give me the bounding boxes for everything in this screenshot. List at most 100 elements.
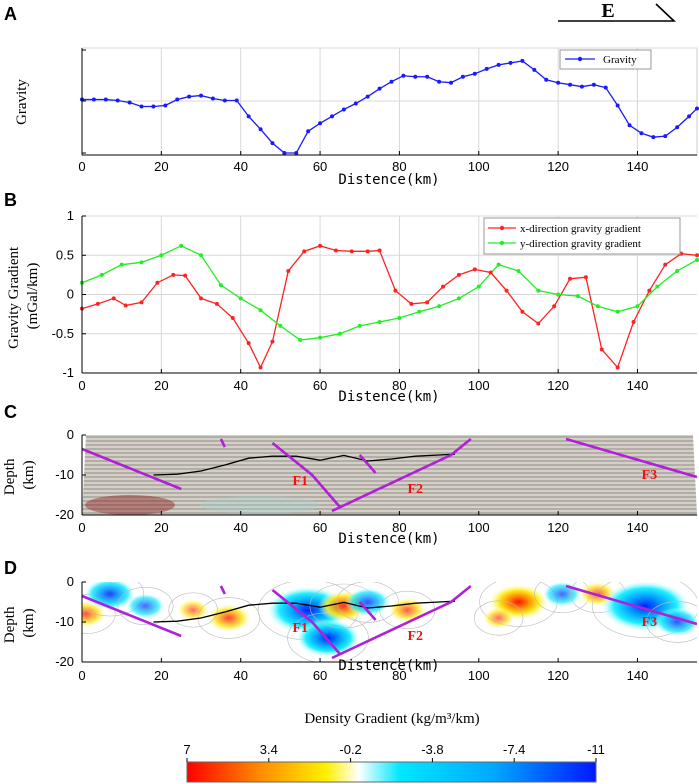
y-tick-label: 0 (67, 287, 74, 302)
fault-line (271, 441, 341, 508)
data-point (583, 275, 588, 280)
data-point (377, 86, 382, 91)
x-tick-label: 80 (392, 520, 406, 535)
data-point (306, 129, 311, 134)
data-point (353, 101, 358, 106)
direction-indicator: E (558, 0, 677, 22)
legend-a: Gravity (559, 49, 652, 70)
y-tick-label: 0.5 (56, 247, 74, 262)
fault-line (82, 447, 182, 491)
data-point (449, 80, 453, 85)
data-point (631, 319, 636, 324)
panel-label-c: C (4, 402, 17, 422)
x-tick-label: 60 (313, 159, 327, 174)
data-point (258, 127, 263, 132)
colorbar-tick-label: 3.4 (260, 742, 278, 757)
fault-line (331, 437, 472, 513)
fault-line (358, 454, 377, 474)
data-point (333, 248, 338, 253)
data-point (456, 296, 461, 301)
data-point (456, 272, 461, 277)
data-point (393, 288, 398, 293)
density-anomaly (482, 606, 516, 630)
colorbar-gradient (186, 761, 597, 783)
seismic-reflection-patch (85, 495, 175, 515)
y-axis-title-c-line2: (km) (21, 460, 37, 489)
data-point (675, 125, 680, 130)
colorbar-title: Density Gradient (kg/m³/km) (304, 711, 479, 727)
fault-line (219, 585, 227, 595)
legend-y-gradient-marker (499, 240, 505, 246)
fault-line (565, 437, 697, 479)
y-axis-title-c-line1: Depth (2, 458, 18, 495)
data-point (258, 365, 263, 370)
density-anomaly (295, 618, 361, 658)
fault-line (565, 584, 697, 626)
y-gradient-series-points (80, 243, 699, 343)
density-anomaly (542, 582, 582, 607)
data-point (218, 283, 223, 288)
y-axis-title-d-line2: (km) (21, 608, 37, 637)
fault-line (82, 594, 182, 638)
x-tick-label: 40 (233, 668, 247, 683)
fault-label: F3 (642, 615, 658, 630)
seismic-section-panel: F1 F2 F3 0 20 40 60 80 100 120 140 -20 -10 0 Depth (… (2, 427, 697, 547)
data-point (508, 60, 513, 65)
data-point (484, 66, 489, 71)
fault-label: F2 (408, 629, 424, 644)
data-point (544, 77, 549, 82)
data-point (417, 309, 422, 314)
x-tick-label: 0 (78, 520, 85, 535)
panel-label-b: B (4, 190, 17, 210)
data-point (155, 280, 160, 285)
data-point (214, 301, 219, 306)
data-point (151, 104, 156, 109)
data-point (91, 97, 96, 102)
data-point (115, 98, 120, 103)
y-axis-title-d: Depth (km) (2, 603, 37, 643)
data-point (615, 309, 620, 314)
x-tick-label: 20 (154, 378, 168, 393)
data-point (103, 97, 108, 102)
legend-x-gradient-label: x-direction gravity gradient (520, 223, 641, 235)
data-point (655, 284, 660, 289)
y-tick-label: -10 (55, 467, 74, 482)
legend-y-gradient-label: y-direction gravity gradient (520, 238, 641, 250)
data-point (556, 80, 561, 85)
data-point (318, 335, 323, 340)
density-gradient-panel: F1 F2 F3 0 20 40 60 80 100 120 140 -20 -10 0 Depth (… (2, 574, 697, 683)
data-point (246, 341, 251, 346)
y-tick-label: -1 (62, 365, 74, 380)
data-point (349, 249, 354, 254)
data-point (183, 273, 188, 278)
x-tick-label: 120 (547, 520, 569, 535)
x-gradient-series-line (81, 245, 698, 370)
data-point (639, 131, 644, 136)
contour-line (117, 586, 174, 626)
fault-label: F1 (292, 474, 308, 489)
data-point (119, 262, 124, 267)
y-axis-title-c: Depth (km) (2, 455, 37, 495)
seismic-image (82, 435, 697, 515)
colorbar-tick-label: -0.2 (339, 742, 361, 757)
data-point (472, 267, 477, 272)
x-tick-label: 80 (392, 159, 406, 174)
data-point (337, 331, 342, 336)
data-point (425, 300, 430, 305)
seismic-reflection-patch (200, 496, 320, 514)
data-point (441, 284, 446, 289)
data-point (635, 304, 640, 309)
data-point (595, 304, 600, 309)
data-point (663, 262, 668, 267)
density-anomaly (344, 587, 391, 617)
data-point (695, 253, 699, 258)
data-point (123, 303, 128, 308)
data-point (199, 296, 204, 301)
x-tick-label: 80 (392, 668, 406, 683)
contact-line (153, 453, 456, 476)
x-tick-label: 0 (78, 668, 85, 683)
data-point (409, 301, 414, 306)
data-point (377, 319, 382, 324)
data-point (603, 85, 608, 90)
